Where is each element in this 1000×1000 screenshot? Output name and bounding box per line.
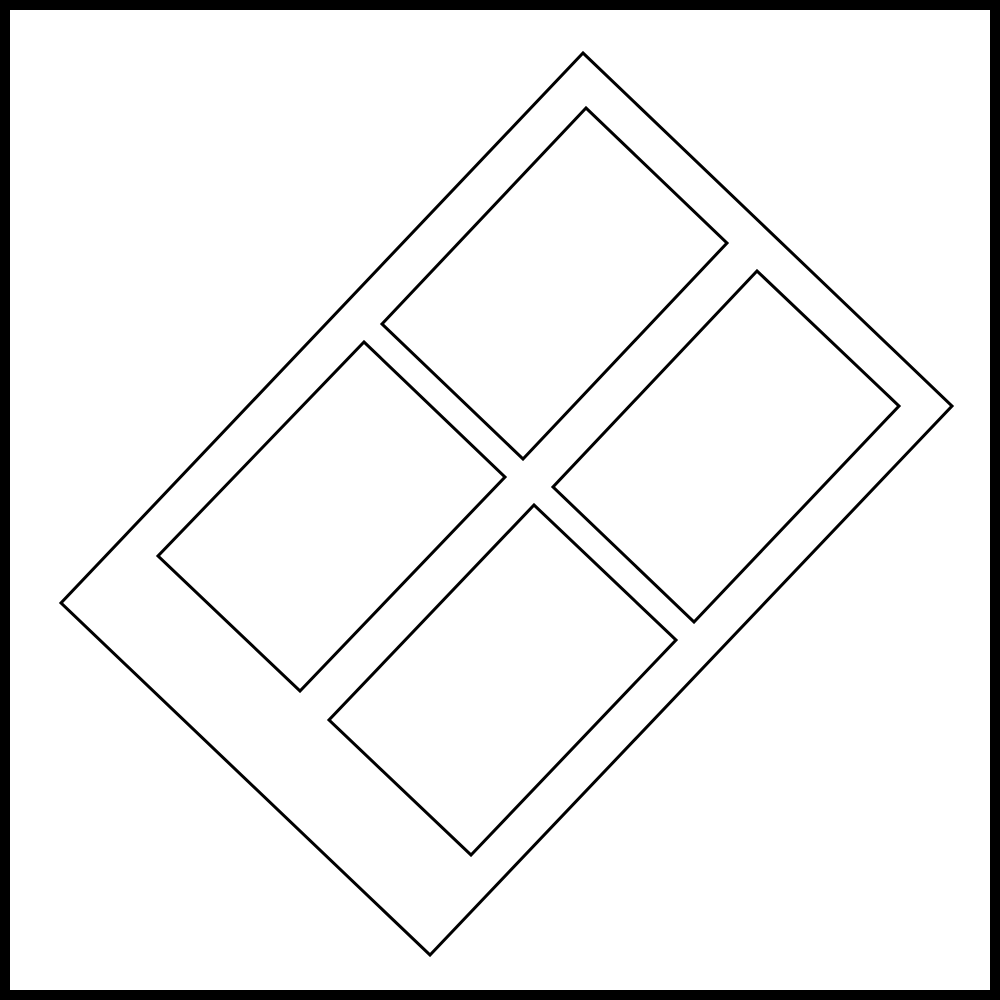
cell-left <box>155 339 508 694</box>
cell-bottom <box>326 502 679 858</box>
cell-top <box>379 105 730 462</box>
cell-right <box>550 268 902 625</box>
rotated-panel <box>58 50 955 958</box>
